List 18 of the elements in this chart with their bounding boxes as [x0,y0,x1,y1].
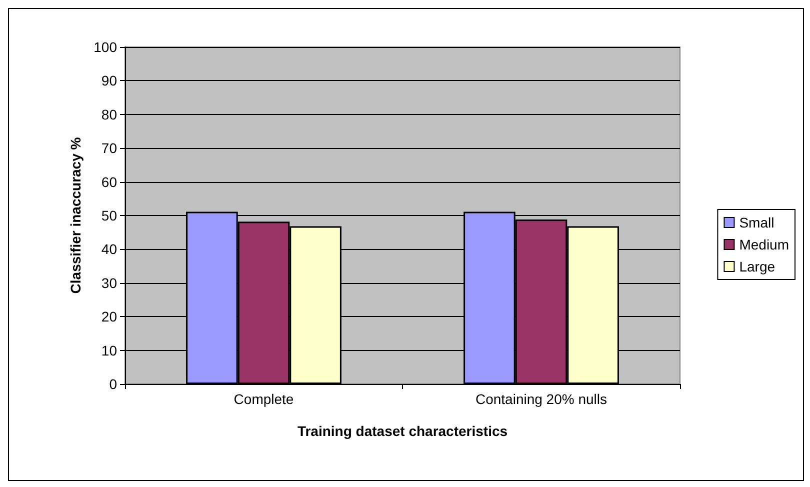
legend-label: Small [739,214,774,230]
y-tick-label: 30 [101,274,118,291]
y-tick-label: 0 [109,376,118,392]
y-tick-label: 20 [101,308,118,325]
y-tick-label: 50 [101,208,118,224]
y-tick-label: 70 [101,140,118,156]
legend-label: Medium [739,236,790,252]
y-tick-label: 40 [101,241,118,258]
legend-label: Large [739,258,776,274]
y-tick-label: 100 [94,39,118,55]
y-tick-label: 10 [101,342,118,358]
x-axis-title: Training dataset characteristics [297,423,508,439]
x-tick-label: Complete [234,391,294,407]
x-tick-label: Containing 20% nulls [475,391,608,407]
y-axis-title: Classifier inaccuracy % [68,136,84,294]
y-tick-label: 60 [101,174,118,190]
y-tick-label: 80 [101,106,118,122]
y-tick-label: 90 [101,72,118,89]
